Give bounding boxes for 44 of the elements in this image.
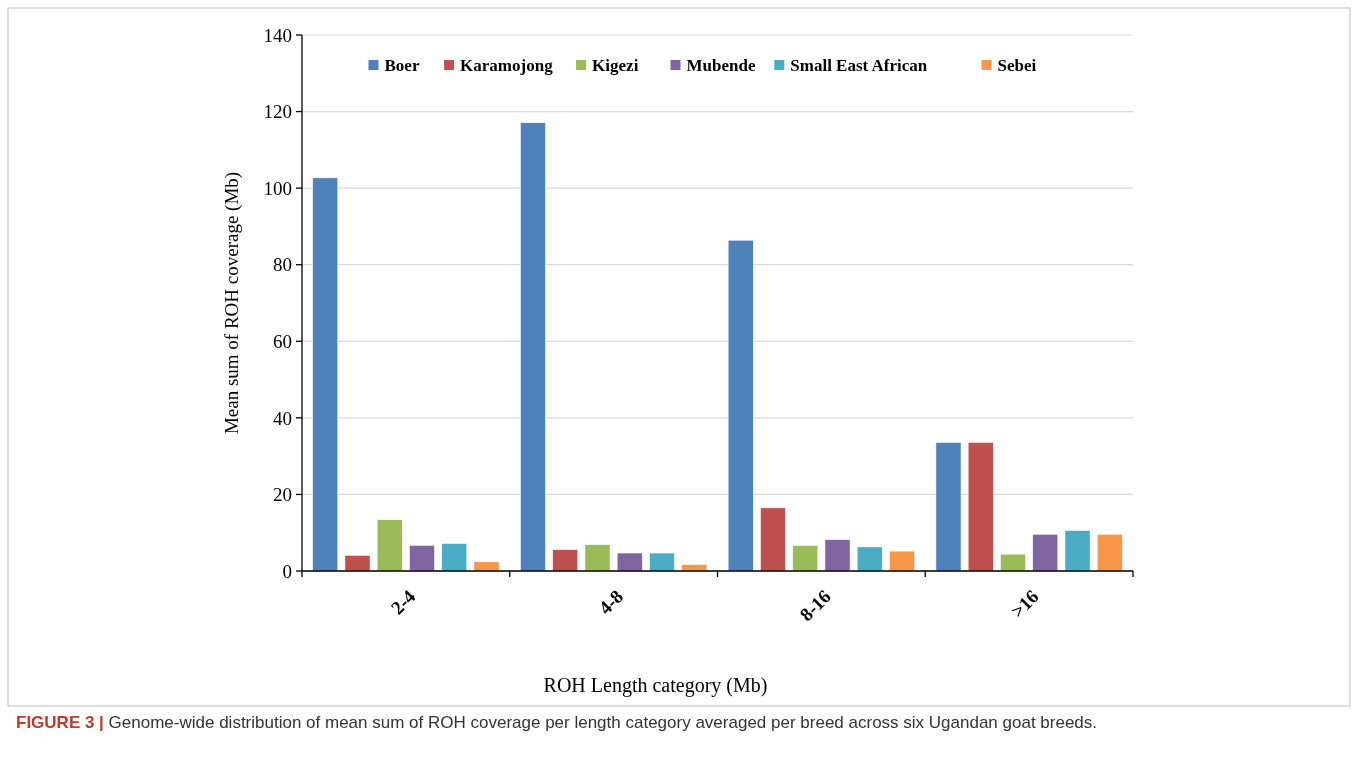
y-tick-label: 120	[263, 101, 292, 123]
bar	[409, 545, 435, 572]
bar	[727, 239, 754, 572]
bar	[1000, 553, 1026, 572]
bar	[312, 177, 339, 572]
legend-label: Kigezi	[592, 55, 639, 75]
bar	[344, 555, 371, 572]
bar	[584, 544, 611, 572]
legend-label: Karamojong	[460, 55, 554, 75]
bar	[649, 552, 675, 572]
bar	[856, 546, 883, 572]
x-tick-label: 2-4	[386, 585, 420, 619]
bar	[473, 561, 500, 572]
bar	[935, 442, 962, 572]
bar	[967, 442, 994, 572]
caption: FIGURE 3 | Genome-wide distribution of mean sum of ROH coverage per length category averaged per breed across six Ugandan goat breeds.	[16, 713, 1098, 732]
legend-label: Sebei	[997, 55, 1037, 75]
x-tick-label: 8-16	[795, 585, 835, 626]
x-tick-label: 4-8	[594, 585, 628, 619]
bar	[1096, 533, 1123, 572]
bar	[824, 539, 851, 572]
bar	[376, 519, 403, 572]
bar	[760, 507, 786, 572]
y-tick-label: 0	[282, 560, 292, 582]
legend-label: Boer	[384, 55, 420, 75]
bar	[441, 543, 468, 572]
bar	[792, 545, 819, 572]
bar	[889, 550, 915, 572]
y-tick-label: 80	[273, 254, 292, 276]
y-tick-label: 20	[273, 484, 292, 506]
bar	[1032, 533, 1059, 572]
bar	[1064, 530, 1091, 572]
y-tick-label: 140	[263, 24, 292, 46]
bar	[552, 549, 579, 572]
x-tick-label: >16	[1006, 585, 1043, 622]
y-tick-label: 60	[273, 330, 292, 352]
x-axis-title: ROH Length category (Mb)	[543, 674, 768, 697]
y-tick-label: 40	[273, 407, 292, 429]
y-axis-title: Mean sum of ROH coverage (Mb)	[221, 171, 243, 435]
legend-label: Small East African	[790, 55, 928, 75]
y-tick-label: 100	[263, 177, 292, 199]
bar	[616, 552, 643, 572]
bar	[520, 122, 546, 572]
legend-label: Mubende	[686, 55, 756, 75]
